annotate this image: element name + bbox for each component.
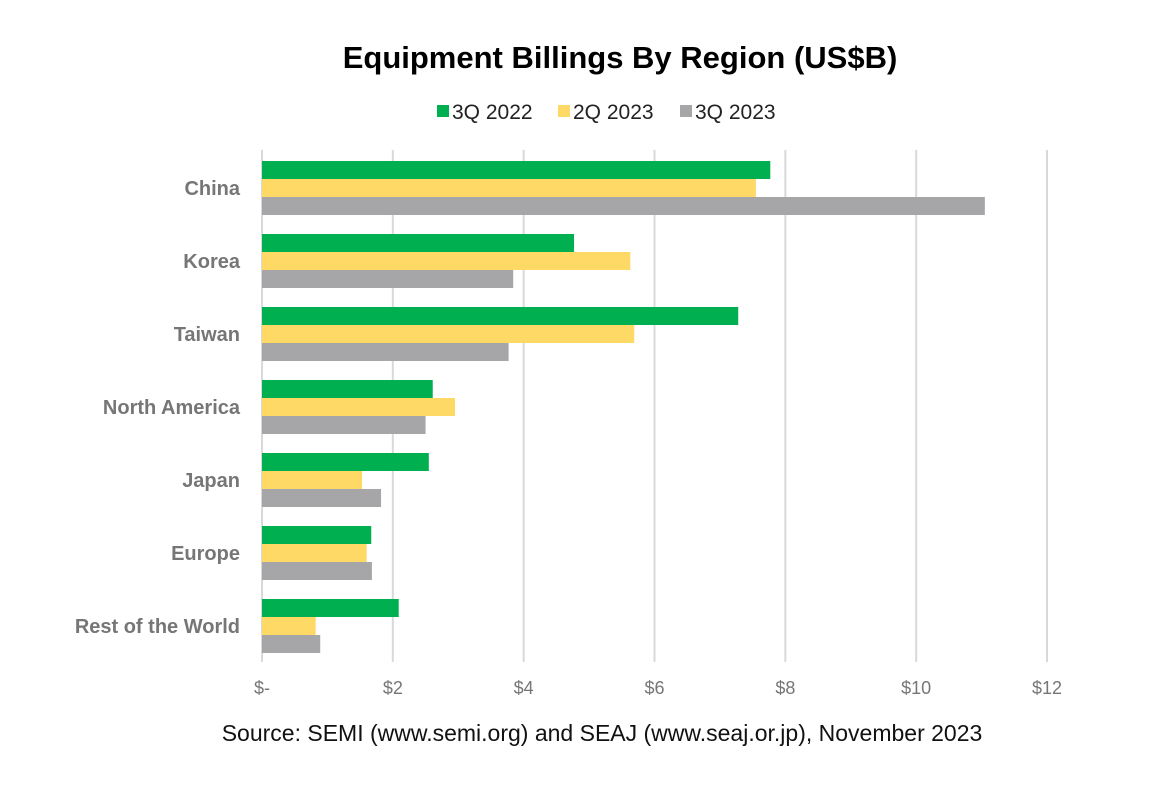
bars — [262, 161, 985, 653]
bar-3q-2023 — [262, 416, 426, 434]
bar-2q-2023 — [262, 398, 455, 416]
chart-title: Equipment Billings By Region (US$B) — [343, 40, 898, 75]
legend-label: 2Q 2023 — [573, 101, 654, 124]
bar-3q-2022 — [262, 526, 372, 544]
category-labels: China Korea Taiwan North America Japan Europe… — [75, 178, 241, 638]
legend-label: 3Q 2023 — [695, 101, 776, 124]
x-tick-label: $2 — [383, 678, 403, 698]
x-tick-label: $10 — [901, 678, 931, 698]
bar-3q-2022 — [262, 380, 433, 398]
bar-3q-2023 — [262, 343, 509, 361]
bar-3q-2023 — [262, 270, 514, 288]
bar-2q-2023 — [262, 252, 631, 270]
x-tick-label: $4 — [514, 678, 534, 698]
category-label: North America — [103, 397, 241, 419]
category-label: Korea — [183, 251, 241, 273]
bar-3q-2023 — [262, 635, 321, 653]
x-tick-labels: $- $2 $4 $6 $8 $10 $12 — [254, 678, 1062, 698]
category-label: Japan — [182, 470, 240, 492]
bar-2q-2023 — [262, 325, 635, 343]
x-tick-label: $- — [254, 678, 270, 698]
bar-2q-2023 — [262, 179, 756, 197]
x-tick-label: $8 — [775, 678, 795, 698]
bar-3q-2022 — [262, 307, 739, 325]
category-label: China — [184, 178, 240, 200]
x-tick-label: $6 — [644, 678, 664, 698]
bar-3q-2023 — [262, 489, 382, 507]
bar-3q-2022 — [262, 161, 771, 179]
bar-2q-2023 — [262, 544, 367, 562]
bar-3q-2022 — [262, 234, 575, 252]
x-tick-label: $12 — [1032, 678, 1062, 698]
legend: 3Q 2022 2Q 2023 3Q 2023 — [437, 101, 776, 124]
bar-3q-2023 — [262, 562, 372, 580]
bar-3q-2023 — [262, 197, 985, 215]
category-label: Europe — [171, 543, 240, 565]
bar-3q-2022 — [262, 599, 399, 617]
legend-swatch — [680, 105, 692, 117]
category-label: Rest of the World — [75, 616, 240, 638]
legend-label: 3Q 2022 — [452, 101, 533, 124]
legend-swatch — [437, 105, 449, 117]
legend-swatch — [558, 105, 570, 117]
bar-2q-2023 — [262, 471, 363, 489]
category-label: Taiwan — [174, 324, 240, 346]
bar-2q-2023 — [262, 617, 316, 635]
bar-3q-2022 — [262, 453, 429, 471]
source-note: Source: SEMI (www.semi.org) and SEAJ (ww… — [222, 720, 983, 746]
